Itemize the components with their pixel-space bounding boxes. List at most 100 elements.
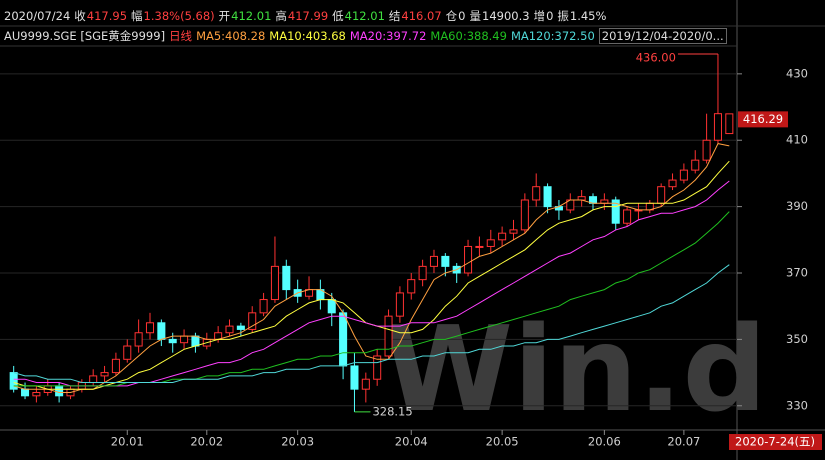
- candle-body: [248, 312, 257, 330]
- candle-body: [702, 139, 711, 161]
- candle-body: [543, 186, 552, 208]
- field-label: 振: [557, 9, 569, 23]
- field-value: 416.07: [401, 9, 442, 23]
- candle-body: [100, 372, 109, 377]
- candle-body: [259, 299, 268, 314]
- candle-body: [475, 245, 484, 248]
- date-tag: [729, 434, 822, 450]
- x-tick-label: 20.07: [667, 435, 700, 449]
- field-value: 417.99: [287, 9, 329, 23]
- candle-body: [611, 199, 620, 224]
- field-value: 14900.3: [482, 9, 530, 23]
- legend-entry: MA10:403.68: [269, 29, 346, 43]
- ma-line: [13, 180, 730, 387]
- y-tick-label: 390: [786, 199, 808, 213]
- period: 日线: [169, 29, 193, 43]
- candle-body: [623, 209, 632, 224]
- field-label: 量: [469, 9, 482, 23]
- field-value: 0: [458, 9, 466, 23]
- field-value: 0: [546, 9, 554, 23]
- candle-body: [89, 375, 98, 384]
- candle-body: [123, 345, 132, 360]
- date-label: 2020-7-24(五): [735, 435, 815, 449]
- low-label: 328.15: [372, 404, 412, 418]
- candle-body: [327, 299, 336, 314]
- candle-body: [134, 332, 143, 347]
- candle-body: [168, 338, 177, 344]
- candle-body: [191, 335, 200, 347]
- candle-body: [225, 325, 234, 334]
- x-tick-label: 20.05: [486, 435, 519, 449]
- candle-body: [657, 186, 666, 204]
- legend-row: AU9999.SGE [SGE黄金9999] 日线 MA5:408.28 MA10:4…: [4, 28, 731, 44]
- candle-body: [361, 378, 370, 390]
- symbol: AU9999.SGE [SGE黄金9999]: [4, 29, 166, 43]
- candle-body: [350, 365, 359, 390]
- watermark: Win.d: [383, 300, 767, 438]
- candle-body: [145, 322, 155, 334]
- high-label: 436.00: [636, 50, 676, 64]
- candle-body: [21, 388, 30, 397]
- candle-body: [679, 169, 688, 181]
- candle-body: [32, 391, 41, 397]
- legend-entry: MA5:408.28: [196, 29, 266, 43]
- ma-line: [13, 264, 730, 383]
- candle-body: [691, 159, 700, 171]
- candle-body: [713, 113, 722, 141]
- date: 2020/07/24: [4, 9, 71, 23]
- y-tick-label: 350: [786, 332, 808, 346]
- field-value: 1.45%: [569, 9, 607, 23]
- field-label: 幅: [131, 9, 143, 23]
- candle-body: [282, 265, 291, 291]
- candle-body: [9, 372, 18, 390]
- field-value: 412.01: [344, 9, 385, 23]
- x-tick-label: 20.03: [281, 435, 314, 449]
- field-label: 收: [74, 9, 86, 23]
- legend-entry: MA20:397.72: [349, 29, 427, 43]
- candle-body: [111, 358, 120, 374]
- candle-body: [509, 229, 518, 234]
- candle-body: [55, 385, 64, 397]
- last-price-tag: [738, 111, 788, 128]
- field-value: 417.95: [86, 9, 128, 23]
- candle-body: [725, 113, 734, 135]
- candle-body: [236, 325, 245, 330]
- field-label: 仓: [445, 9, 458, 23]
- field-value: 412.01: [231, 9, 272, 23]
- quote-row: 2020/07/24 收417.95 幅1.38%(5.68) 开412.01 高417…: [4, 8, 610, 24]
- candle-body: [520, 199, 529, 231]
- candle-body: [418, 265, 427, 281]
- y-tick-label: 370: [786, 266, 808, 280]
- candle-body: [180, 335, 189, 344]
- candle-body: [157, 322, 166, 340]
- candle-body: [577, 196, 586, 201]
- candle-body: [270, 265, 279, 301]
- field-value: 1.38%(5.68): [143, 9, 215, 23]
- x-tick-label: 20.06: [588, 435, 621, 449]
- range: 2019/12/04-2020/0...: [598, 28, 727, 44]
- y-tick-label: 430: [786, 66, 808, 80]
- candle-body: [532, 186, 541, 201]
- field-label: 开: [218, 9, 231, 23]
- candle-body: [429, 255, 438, 267]
- candle-body: [668, 179, 677, 188]
- candle-body: [339, 312, 348, 367]
- candle-body: [384, 315, 393, 357]
- x-tick-label: 20.04: [395, 435, 428, 449]
- candle-body: [464, 245, 473, 274]
- last-price-label: 416.29: [743, 112, 783, 126]
- candle-body: [373, 355, 382, 380]
- field-label: 低: [332, 9, 344, 23]
- candle-body: [498, 232, 507, 241]
- x-tick-label: 20.02: [190, 435, 223, 449]
- field-label: 增: [533, 9, 546, 23]
- x-tick-label: 20.01: [111, 435, 144, 449]
- candle-body: [441, 255, 450, 267]
- y-tick-label: 330: [786, 398, 808, 412]
- legend-entry: MA60:388.49: [430, 29, 507, 43]
- ma-line: [13, 143, 730, 393]
- field-label: 高: [275, 9, 287, 23]
- candle-body: [486, 239, 495, 247]
